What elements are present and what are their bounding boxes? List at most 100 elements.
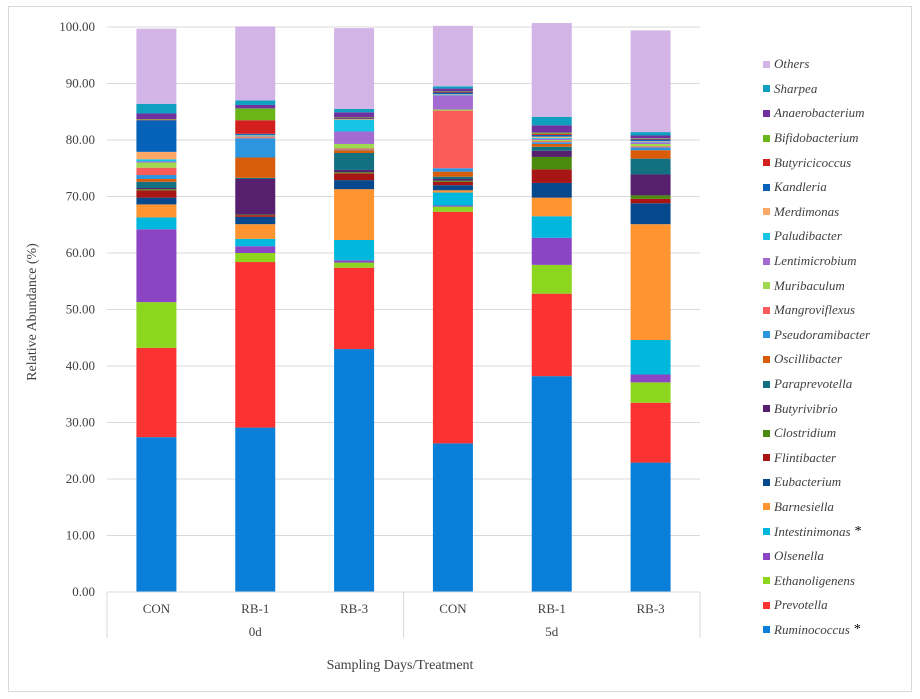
bar-segment-sharpea — [630, 132, 671, 136]
bar-segment-anaerobacterium — [334, 112, 375, 118]
legend-label: Kandleria — [774, 179, 827, 195]
bar-segment-prevotella — [235, 262, 276, 428]
bar-segment-muribaculum — [136, 162, 177, 168]
bar-segment-butyricicoccus — [136, 119, 177, 121]
legend-item: Lentimicrobium — [763, 249, 913, 274]
bar-segment-flintibacter — [334, 173, 375, 181]
bar-segment-lentimicrobium — [235, 136, 276, 137]
bar-segment-merdimonas — [432, 94, 473, 95]
y-axis-ticks: 0.00 10.00 20.00 30.00 40.00 50.00 60.00 70.00 8… — [59, 19, 95, 599]
bar-segment-mangroviflexus — [235, 137, 276, 139]
legend-swatch — [763, 183, 770, 191]
y-tick-label: 100.00 — [59, 19, 95, 34]
legend-label: Ruminococcus — [774, 621, 850, 637]
bar-segment-anaerobacterium — [136, 113, 177, 120]
bar-segment-oscillibacter — [630, 150, 671, 159]
legend-item: Sharpea — [763, 77, 913, 102]
bar-segment-oscillibacter — [136, 178, 177, 182]
bar-segment-paraprevotella — [630, 158, 671, 175]
legend-swatch — [763, 282, 770, 290]
bar-segment-oscillibacter — [531, 143, 572, 147]
bar-segment-butyricicoccus — [235, 120, 276, 134]
bar-segment-kandleria — [432, 92, 473, 95]
legend-label: Clostridium — [774, 425, 837, 441]
legend-label: Sharpea — [774, 80, 818, 96]
legend-label: Butyrivibrio — [774, 400, 838, 416]
bar-segment-butyricicoccus — [630, 138, 671, 140]
bar-segment-barnesiella — [432, 190, 473, 193]
bar-segment-prevotella — [136, 347, 177, 438]
bar-segment-mangroviflexus — [334, 148, 375, 150]
bar-segment-intestinimonas — [531, 216, 572, 238]
bar-segment-olsenella — [334, 260, 375, 263]
legend-item: Others — [763, 52, 913, 77]
legend-label: Paraprevotella — [774, 376, 853, 392]
bar-segment-paludibacter — [531, 137, 572, 139]
bar-segment-ethanoligenens — [235, 253, 276, 263]
x-tick-label: CON — [143, 601, 171, 616]
bar-segment-paludibacter — [630, 141, 671, 143]
bar-segment-others — [334, 28, 375, 109]
bar-segment-eubacterium — [432, 185, 473, 191]
bar-segment-intestinimonas — [136, 217, 177, 230]
bar-segment-oscillibacter — [334, 150, 375, 153]
legend-label: Ethanoligenens — [774, 572, 855, 588]
legend-item: Olsenella — [763, 544, 913, 569]
bar-segment-ethanoligenens — [432, 206, 473, 212]
bar-segment-others — [531, 23, 572, 117]
bar-segment-bifidobacterium — [235, 108, 276, 121]
legend-swatch — [763, 85, 770, 93]
bar-segment-clostridium — [136, 189, 177, 191]
bar-segment-others — [630, 30, 671, 133]
bar-stack — [432, 25, 473, 592]
legend-label: Merdimonas — [774, 203, 840, 219]
bar-segment-lentimicrobium — [136, 161, 177, 163]
legend-swatch — [763, 134, 770, 142]
bar-segment-butyrivibrio — [136, 188, 177, 190]
bar-segment-prevotella — [630, 402, 671, 463]
bar-segment-pseudoramibacter — [630, 147, 671, 151]
bar-segment-merdimonas — [531, 136, 572, 138]
bar-segment-paraprevotella — [531, 146, 572, 151]
legend-swatch — [763, 577, 770, 585]
legend-label: Others — [774, 56, 810, 72]
legend-item: Flintibacter — [763, 446, 913, 471]
bar-segment-mangroviflexus — [136, 167, 177, 176]
legend-label: Olsenella — [774, 548, 824, 564]
y-tick-label: 20.00 — [66, 471, 95, 486]
bar-segment-olsenella — [630, 374, 671, 383]
bar-segment-butyrivibrio — [531, 150, 572, 157]
legend-label: Prevotella — [774, 597, 828, 613]
legend-item: Ethanoligenens — [763, 568, 913, 593]
legend-item: Ruminococcus * — [763, 618, 913, 643]
bar-segment-mangroviflexus — [432, 110, 473, 169]
legend-swatch — [763, 109, 770, 117]
bar-segment-butyricicoccus — [334, 117, 375, 119]
legend-item: Barnesiella — [763, 495, 913, 520]
bar-segment-flintibacter — [235, 215, 276, 217]
bar-segment-ruminococcus — [630, 462, 671, 592]
bar-segment-sharpea — [136, 103, 177, 114]
bar-segment-bifidobacterium — [630, 138, 671, 139]
bar-segment-ethanoligenens — [630, 382, 671, 403]
bar-segment-muribaculum — [432, 109, 473, 111]
legend-label: Barnesiella — [774, 498, 834, 514]
bar-segment-prevotella — [334, 267, 375, 350]
bar-segment-olsenella — [235, 246, 276, 253]
bar-segment-intestinimonas — [235, 238, 276, 247]
bar-segment-merdimonas — [630, 141, 671, 142]
y-tick-label: 40.00 — [66, 358, 95, 373]
bar-segment-bifidobacterium — [531, 132, 572, 134]
bar-segment-barnesiella — [334, 189, 375, 241]
bar-stack — [334, 28, 375, 592]
bar-segment-intestinimonas — [432, 192, 473, 206]
legend-label: Flintibacter — [774, 449, 837, 465]
bar-segment-ruminococcus — [235, 427, 276, 592]
y-tick-label: 90.00 — [66, 76, 95, 91]
legend-swatch — [763, 257, 770, 265]
legend-item: Oscillibacter — [763, 347, 913, 372]
bar-segment-merdimonas — [235, 134, 276, 136]
y-tick-label: 80.00 — [66, 132, 95, 147]
bar-segment-barnesiella — [136, 204, 177, 218]
bar-stack — [630, 30, 671, 592]
